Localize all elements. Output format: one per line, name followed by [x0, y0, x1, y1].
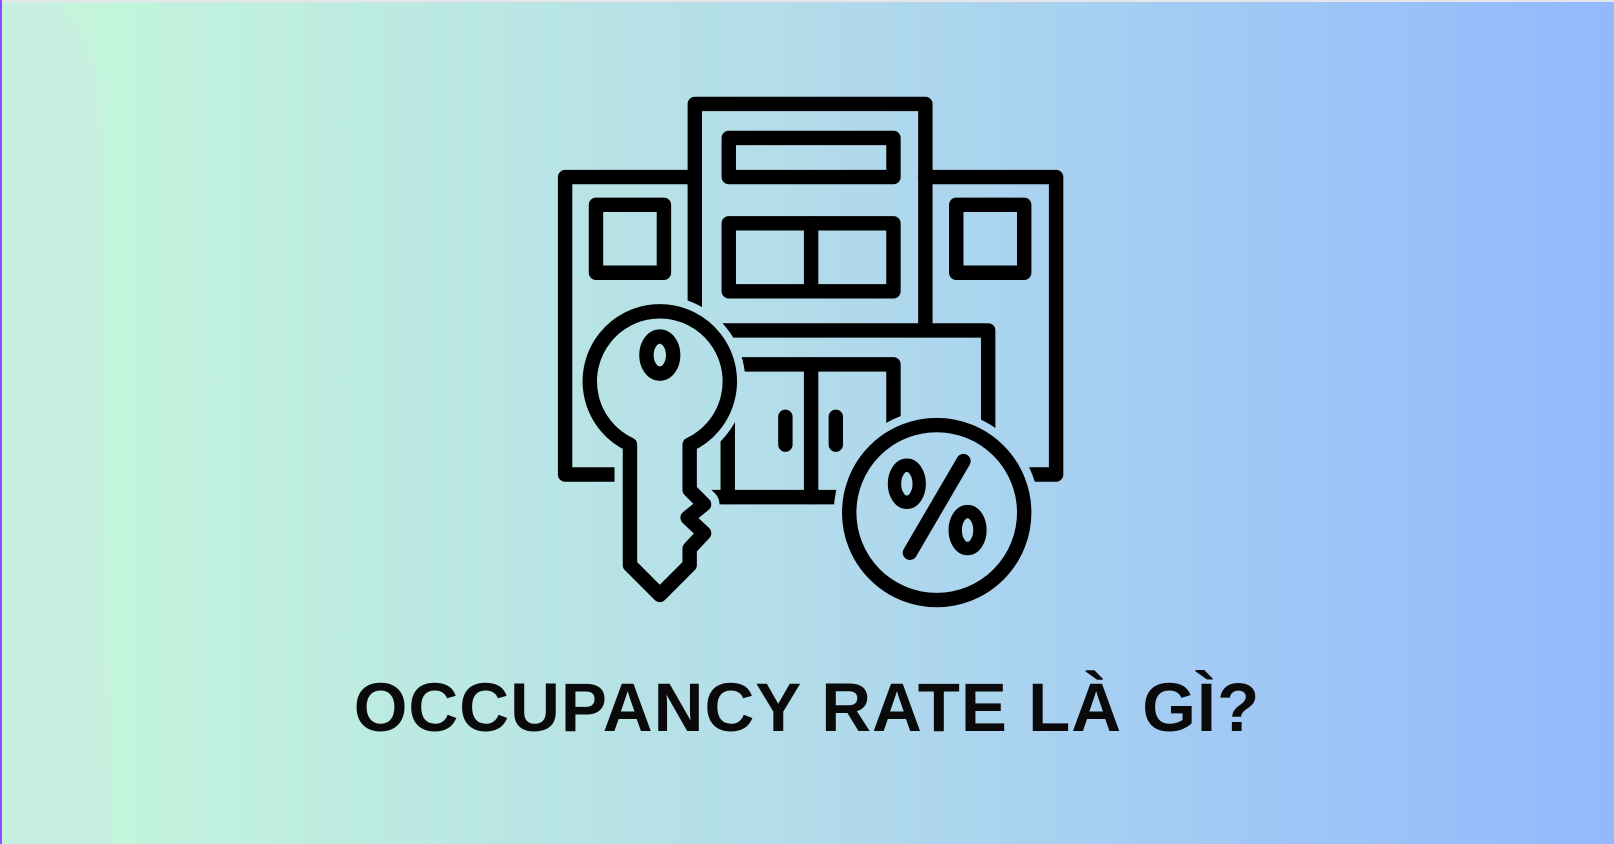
percent-badge-icon	[833, 409, 1040, 616]
key-icon	[574, 295, 746, 611]
background-shade-shape	[0, 0, 112, 844]
banner-title: OCCUPANCY RATE LÀ GÌ?	[353, 669, 1261, 746]
left-border	[0, 0, 2, 844]
top-border	[0, 0, 1614, 2]
hotel-building-icon	[557, 96, 1064, 505]
